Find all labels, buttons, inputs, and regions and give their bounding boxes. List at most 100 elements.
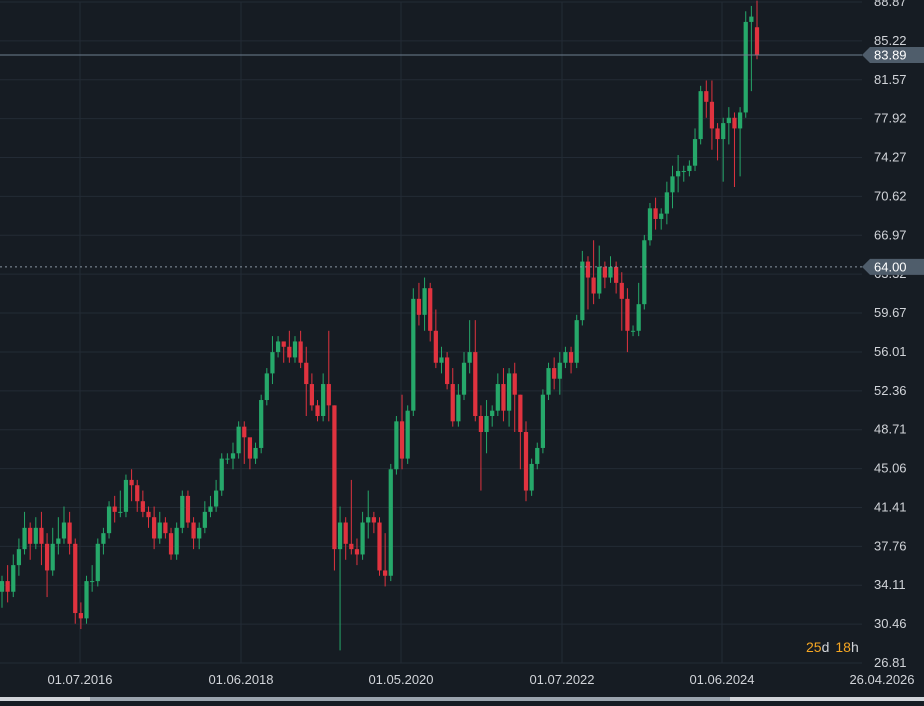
candle (230, 442, 236, 470)
candle-body (574, 320, 579, 363)
candle-body (399, 421, 405, 459)
candle (78, 602, 83, 630)
y-tick-label: 77.92 (874, 111, 907, 126)
countdown-hours-unit: h (851, 639, 859, 655)
y-tick-label: 88.87 (874, 0, 907, 9)
candle-body (591, 277, 596, 294)
candle (22, 511, 27, 555)
candle (495, 373, 500, 417)
candle-body (39, 527, 44, 544)
candle (275, 336, 281, 358)
candle-body (495, 384, 500, 411)
candle (653, 197, 658, 230)
candle (416, 282, 422, 326)
y-tick-label: 26.81 (874, 655, 907, 670)
candle (602, 261, 607, 289)
candle (428, 282, 433, 342)
candle-body (383, 570, 388, 576)
candle (433, 309, 438, 369)
x-tick-label: 01.05.2020 (368, 672, 433, 687)
candle (259, 394, 264, 454)
candle-body (298, 341, 303, 363)
candle-body (287, 346, 292, 358)
candle-body (208, 506, 213, 512)
candle-body (360, 522, 365, 555)
candle-body (529, 463, 534, 491)
candle (321, 373, 326, 422)
y-tick-label: 37.76 (874, 538, 907, 553)
candle (360, 511, 365, 560)
candle-body (163, 522, 168, 534)
candle-body (422, 288, 427, 315)
price-labels: 83.89 64.00 (862, 47, 924, 275)
candle-body (585, 261, 591, 278)
candle-body (90, 581, 95, 583)
candle (597, 245, 602, 299)
candle-body (428, 288, 433, 331)
candle (456, 384, 461, 427)
candle (270, 336, 275, 385)
candle-body (614, 266, 619, 283)
candle-body (484, 416, 489, 432)
price-axis[interactable]: 88.8785.2281.5777.9274.2770.6266.9763.32… (874, 0, 907, 670)
candle-body (467, 352, 472, 363)
candle (146, 506, 151, 528)
candle-body (405, 410, 410, 459)
candle (721, 117, 726, 182)
candle (388, 463, 393, 582)
candle-body (653, 208, 658, 219)
candle (608, 256, 613, 283)
candle-body (388, 469, 393, 576)
candle-body (692, 139, 698, 166)
candle-body (180, 495, 185, 528)
candle (478, 405, 484, 491)
y-tick-label: 74.27 (874, 150, 907, 165)
candle (681, 165, 686, 182)
candle-body (168, 533, 174, 555)
candle-body (563, 352, 568, 363)
candle-body (259, 400, 264, 448)
candle-body (721, 123, 726, 140)
candle (0, 575, 5, 608)
candle (371, 511, 376, 534)
candle (287, 330, 292, 363)
y-tick-label: 56.01 (874, 344, 907, 359)
grid (0, 1, 862, 664)
time-axis[interactable]: 01.07.2016 01.06.2018 01.05.2020 01.07.2022… (0, 672, 924, 701)
candle-body (681, 171, 686, 173)
candle (202, 501, 207, 534)
candle-body (129, 479, 134, 486)
candle (670, 165, 675, 209)
scrollbar-thumb[interactable] (90, 697, 730, 701)
candle (168, 527, 174, 560)
candle-body (670, 176, 675, 193)
candle-body (157, 522, 162, 539)
candle-body (664, 192, 669, 214)
candle (580, 250, 585, 326)
candle-body (602, 266, 607, 278)
candle-body (568, 352, 574, 363)
candle-body (343, 522, 348, 544)
candle-body (518, 394, 523, 432)
candle (157, 511, 162, 544)
candle-body (523, 431, 529, 491)
candle (101, 527, 106, 555)
candle (95, 538, 100, 587)
candle-body (625, 298, 630, 331)
candle-body (152, 517, 157, 539)
candle (619, 272, 624, 331)
candle-body (461, 362, 467, 395)
candle (664, 181, 669, 225)
candle-body (174, 527, 179, 555)
candle (61, 506, 67, 544)
countdown-hours-value: 18 (835, 639, 851, 655)
candle (743, 11, 748, 118)
price-lines (0, 54, 862, 268)
countdown-days-value: 25 (806, 639, 822, 655)
y-tick-label: 85.22 (874, 33, 907, 48)
candle-body (687, 165, 692, 172)
candle-body (56, 538, 61, 544)
candle (557, 352, 562, 395)
